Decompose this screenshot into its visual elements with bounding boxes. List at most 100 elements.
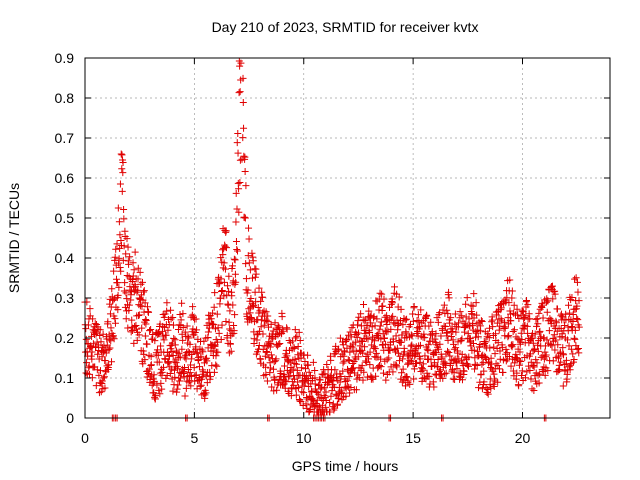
data-point [150,371,158,379]
data-point [492,330,500,338]
data-point [551,290,559,298]
data-point [306,406,314,414]
data-point [383,312,391,320]
data-point [377,335,385,343]
data-point [269,365,277,373]
data-point [437,371,445,379]
data-point [187,361,195,369]
data-point [147,325,155,333]
data-point [263,348,271,356]
data-point [153,381,161,389]
data-point [187,355,195,363]
data-point [231,270,239,278]
data-point [299,402,307,410]
data-point [278,313,286,321]
y-tick-label: 0.3 [55,290,75,306]
data-point [154,351,162,359]
data-point [222,244,230,252]
data-point [115,218,123,226]
data-point [112,245,120,253]
data-point [442,369,450,377]
x-tick-label: 20 [515,430,531,446]
x-axis-label: GPS time / hours [292,458,399,474]
data-point [142,316,150,324]
data-point [568,293,576,301]
data-point [503,349,511,357]
data-point [232,218,240,226]
data-point [430,383,438,391]
data-point [318,383,326,391]
data-point [407,321,414,329]
data-point [141,299,149,307]
data-point [246,309,254,317]
data-point [420,330,428,338]
data-point [102,349,110,357]
data-point [468,310,476,318]
data-point [470,339,477,347]
data-point [106,300,114,308]
data-point [519,308,527,316]
data-point [534,347,542,355]
data-point [443,306,451,314]
data-point [134,275,142,283]
data-point [405,350,413,358]
data-point [87,352,95,360]
data-point [228,292,236,300]
data-point [249,253,257,261]
data-point [551,287,559,295]
data-point [100,374,108,382]
data-point [476,340,484,348]
data-point [132,325,140,333]
data-point [375,306,383,314]
data-point [352,386,360,394]
data-point [555,354,563,362]
data-point [575,297,583,305]
data-point [178,345,186,353]
data-point [454,338,462,346]
data-point [382,376,390,384]
data-point [84,321,92,329]
data-point [283,352,291,360]
data-point [244,286,252,294]
data-point [416,341,424,349]
data-point [446,361,454,369]
data-point [150,377,158,385]
data-point [242,182,250,190]
data-point [321,370,329,378]
data-point [239,99,247,107]
data-point [214,348,222,356]
data-point [487,384,495,392]
data-point [336,334,344,342]
data-point [490,370,498,378]
data-point [343,335,351,343]
data-point [140,350,148,358]
data-point [114,204,122,212]
data-point [473,311,481,319]
data-point [231,311,239,319]
data-point [379,302,387,310]
data-point [181,392,189,400]
data-point [373,315,381,323]
data-point [455,319,463,327]
data-point [186,340,194,348]
data-point [110,335,118,343]
data-point [305,368,313,376]
data-point [337,373,345,381]
data-point [138,278,146,286]
data-point [439,374,447,382]
data-point [313,389,321,397]
data-point [354,353,362,361]
data-point [255,284,263,292]
data-point [166,352,174,360]
data-point [408,341,416,349]
data-point [118,165,126,173]
data-point [334,346,342,354]
data-point [227,347,235,355]
data-point [146,327,154,335]
data-point [425,372,433,380]
data-point [512,375,520,383]
data-point [468,310,476,318]
data-point [562,356,570,364]
data-point [220,278,228,286]
